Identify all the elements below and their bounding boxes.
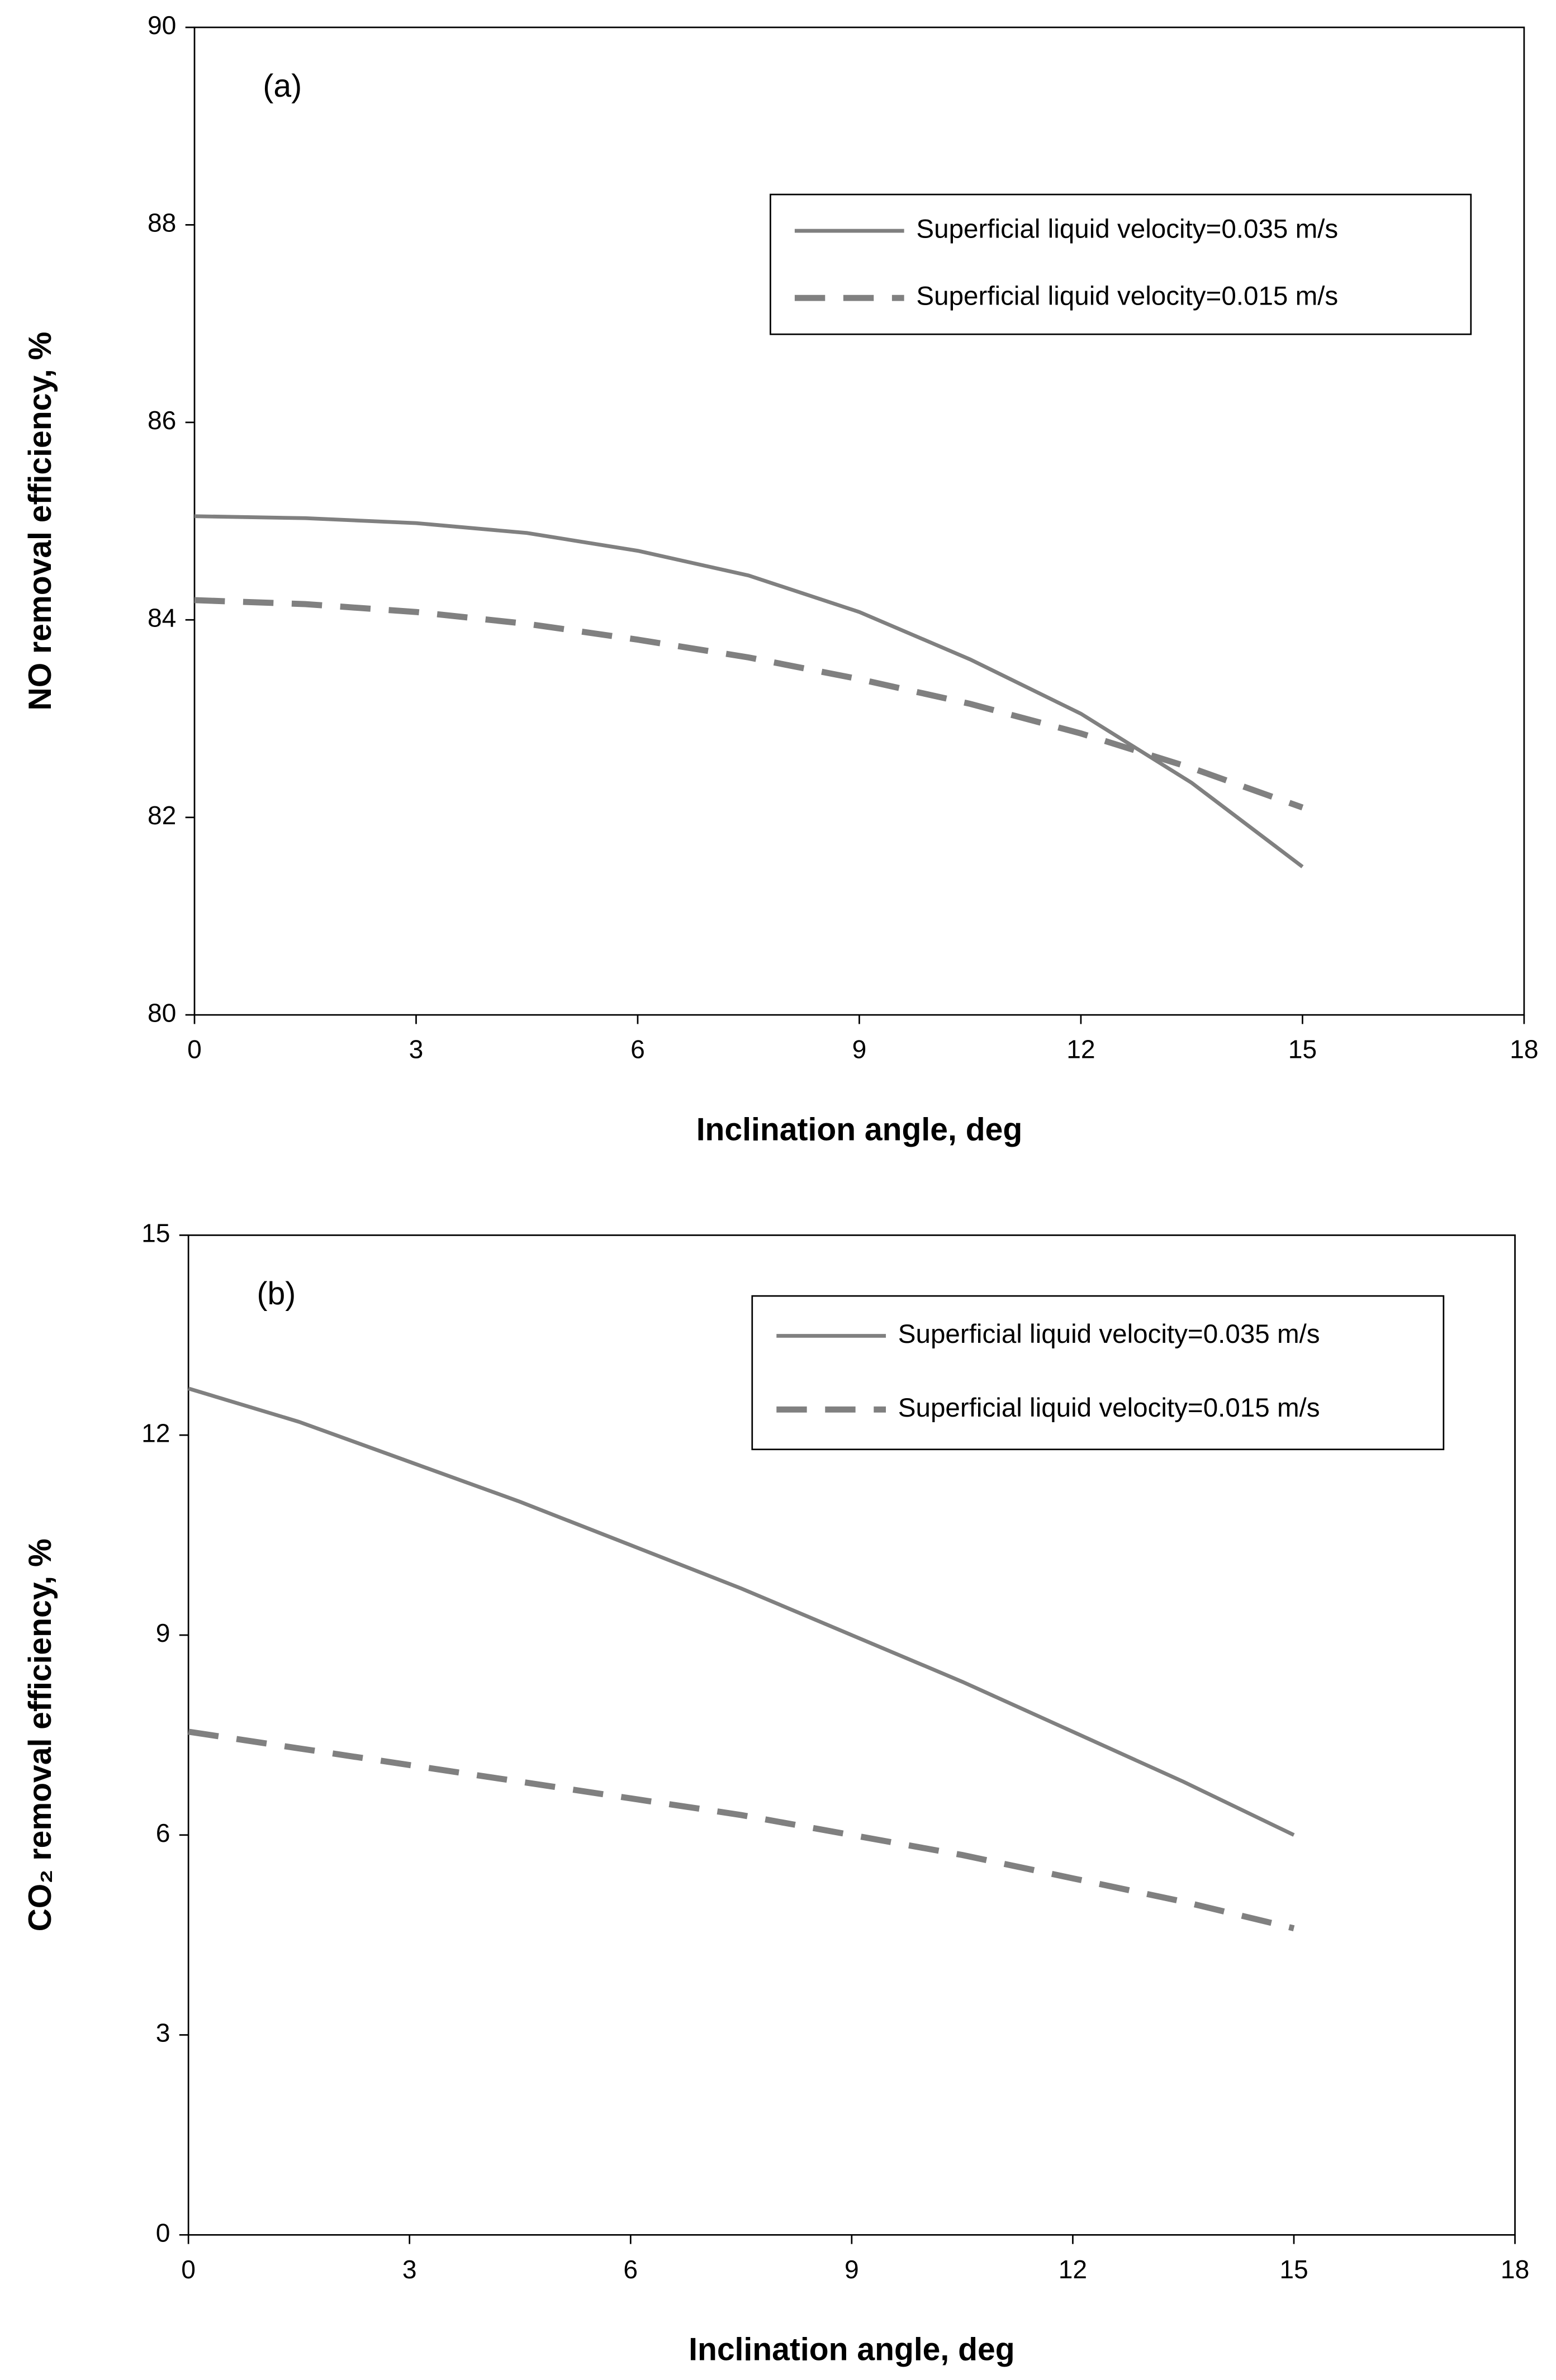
x-tick-label: 18 [1510,1035,1538,1064]
data-line [188,1386,1295,1837]
y-tick-label: 0 [156,2219,170,2248]
y-tick-label: 15 [141,1219,170,1248]
legend-box [751,1295,1445,1451]
y-tick-label: 12 [141,1418,170,1447]
x-tick-label: 3 [402,2255,417,2284]
y-axis-label: CO₂ removal efficiency, % [22,1538,58,1931]
x-axis-label: Inclination angle, deg [689,2332,1015,2368]
data-line [188,1728,1295,1931]
x-tick-label: 15 [1288,1035,1317,1064]
x-tick-label: 6 [623,2255,638,2284]
y-tick-label: 6 [156,1818,170,1847]
legend-label: Superficial liquid velocity=0.015 m/s [916,282,1338,311]
x-axis-label: Inclination angle, deg [696,1112,1023,1148]
x-tick-label: 0 [187,1035,202,1064]
y-tick-label: 80 [148,998,176,1027]
y-tick-label: 9 [156,1618,170,1647]
data-line [194,597,1304,811]
x-tick-label: 15 [1279,2255,1308,2284]
x-tick-label: 12 [1059,2255,1087,2284]
y-tick-label: 86 [148,406,176,435]
x-tick-label: 6 [630,1035,645,1064]
y-tick-label: 88 [148,208,176,237]
annotation: (a) [263,68,302,104]
annotation: (b) [257,1276,296,1312]
legend-box [770,193,1472,335]
legend-label: Superficial liquid velocity=0.035 m/s [916,215,1338,244]
y-tick-label: 82 [148,801,176,830]
y-tick-label: 84 [148,603,176,632]
x-tick-label: 9 [845,2255,859,2284]
x-tick-label: 18 [1501,2255,1529,2284]
x-tick-label: 12 [1066,1035,1095,1064]
data-line [194,514,1304,868]
x-tick-label: 9 [852,1035,867,1064]
legend-label: Superficial liquid velocity=0.015 m/s [898,1393,1320,1423]
x-tick-label: 0 [181,2255,196,2284]
y-tick-label: 3 [156,2018,170,2048]
legend-label: Superficial liquid velocity=0.035 m/s [898,1319,1320,1349]
y-axis-label: NO removal efficiency, % [22,332,58,711]
x-tick-label: 3 [409,1035,424,1064]
y-tick-label: 90 [148,11,176,40]
